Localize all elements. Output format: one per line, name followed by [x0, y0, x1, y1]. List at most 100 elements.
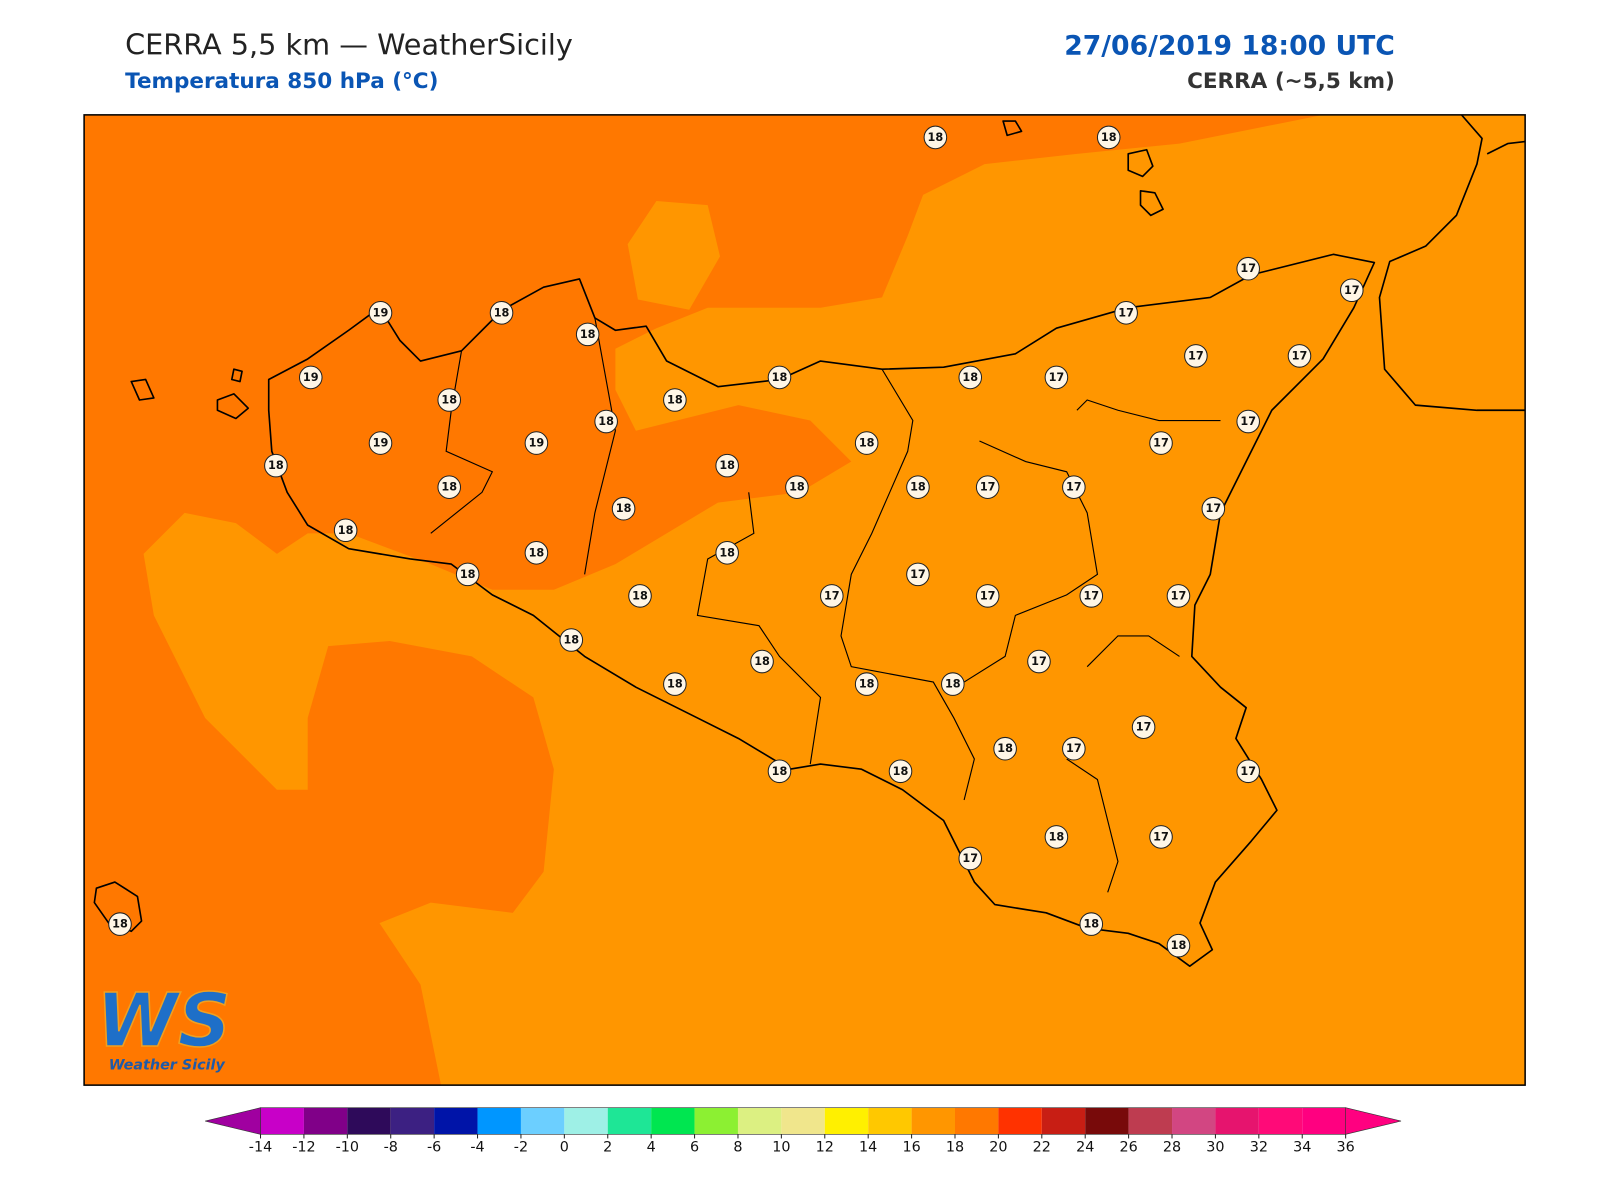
colorbar-tick-label: 4 [647, 1140, 656, 1156]
station-value: 19 [373, 306, 389, 319]
station-marker [1149, 431, 1173, 455]
colorbar-segment [1041, 1107, 1086, 1135]
station-value: 18 [997, 742, 1013, 755]
station-value: 17 [1118, 306, 1134, 319]
station-marker [1114, 301, 1138, 325]
station-marker [1236, 759, 1260, 784]
station-value: 18 [1083, 918, 1099, 931]
station-value: 17 [1049, 371, 1065, 384]
model-label: CERRA (~5,5 km) [1187, 69, 1395, 94]
colorbar-segment [868, 1107, 912, 1135]
station-value: 17 [1083, 589, 1099, 602]
station-marker [368, 301, 393, 325]
colorbar-tick-label: -8 [384, 1140, 398, 1156]
station-value: 18 [859, 437, 875, 450]
station-marker [958, 365, 983, 390]
colorbar-segment [434, 1107, 478, 1135]
colorbar-segment [477, 1107, 521, 1135]
colorbar-tick-label: 2 [603, 1140, 612, 1156]
station-marker [888, 759, 913, 784]
station-value: 19 [373, 437, 389, 450]
colorbar-frame [260, 1107, 1346, 1135]
station-marker [1184, 344, 1208, 368]
station-value: 17 [1136, 721, 1152, 734]
station-marker [559, 628, 584, 652]
colorbar-segment [824, 1107, 869, 1135]
logo-name: Weather Sicily [109, 1058, 226, 1074]
station-marker [455, 562, 480, 587]
colorbar-segment [954, 1107, 999, 1135]
colorbar-tick-label: -2 [514, 1140, 528, 1156]
station-marker [1287, 344, 1312, 368]
station-marker [1044, 825, 1069, 849]
station-value: 18 [1101, 131, 1117, 144]
station-value: 17 [1171, 589, 1187, 602]
station-marker [785, 475, 809, 499]
colorbar-segment [737, 1107, 782, 1135]
station-value: 18 [460, 568, 476, 581]
station-value: 18 [772, 765, 788, 778]
colorbar-segment [1215, 1107, 1259, 1135]
station-marker [1044, 365, 1069, 390]
station-value: 18 [719, 546, 735, 559]
station-marker [663, 388, 687, 412]
colorbar-tick-label: -6 [427, 1140, 441, 1156]
station-value: 18 [1049, 830, 1065, 843]
colorbar-tick-label: 20 [989, 1140, 1007, 1156]
station-value: 18 [910, 481, 926, 494]
station-value: 18 [338, 524, 354, 537]
station-marker [906, 562, 930, 587]
colorbar-segment [564, 1107, 608, 1135]
colorbar-tick-label: 28 [1163, 1140, 1181, 1156]
colorbar-over [1345, 1107, 1402, 1135]
station-value: 17 [1066, 742, 1082, 755]
logo-mark: WS [96, 978, 231, 1064]
station-value: 17 [1292, 349, 1308, 362]
station-marker [975, 584, 1000, 608]
map-frame [83, 114, 1526, 1086]
station-value: 18 [893, 765, 909, 778]
station-value: 17 [1031, 655, 1047, 668]
colorbar: -14 -12 -10 -8 -6 -4 -2 0 2 4 6 8 10 12 14 16 18 20 22 24 26… [205, 1107, 1402, 1156]
title: CERRA 5,5 km — WeatherSicily [125, 27, 573, 61]
station-value: 17 [1153, 830, 1169, 843]
station-value: 17 [980, 589, 996, 602]
station-value: 17 [910, 568, 926, 581]
colorbar-tick-label: -14 [249, 1140, 272, 1156]
station-marker [1166, 933, 1191, 958]
station-value: 18 [563, 634, 579, 647]
station-value: 17 [1240, 415, 1256, 428]
station-marker [524, 431, 549, 455]
colorbar-segment [1302, 1107, 1346, 1135]
colorbar-segment [781, 1107, 825, 1135]
station-value: 18 [859, 678, 875, 691]
station-marker [1236, 256, 1260, 281]
station-value: 18 [667, 678, 683, 691]
station-marker [663, 672, 687, 696]
station-value: 18 [772, 371, 788, 384]
station-marker [437, 388, 462, 412]
station-marker [767, 365, 792, 390]
station-value: 19 [303, 371, 319, 384]
station-value: 17 [1153, 437, 1169, 450]
station-value: 17 [1066, 481, 1082, 494]
subtitle: Temperatura 850 hPa (°C) [125, 69, 438, 94]
pantelleria [93, 881, 143, 933]
station-marker [524, 541, 549, 565]
station-marker [1166, 584, 1191, 608]
station-value: 18 [580, 328, 596, 341]
colorbar-tick-label: -4 [470, 1140, 484, 1156]
colorbar-segment [911, 1107, 955, 1135]
station-marker [941, 672, 965, 696]
station-marker [767, 759, 792, 784]
station-marker [594, 409, 618, 434]
station-marker [993, 736, 1017, 761]
colorbar-tick-label: 24 [1076, 1140, 1094, 1156]
station-value: 18 [441, 481, 457, 494]
station-value: 17 [980, 481, 996, 494]
station-marker [437, 475, 462, 499]
station-marker [1096, 125, 1121, 150]
station-marker [1131, 715, 1156, 739]
colorbar-segment [998, 1107, 1042, 1135]
